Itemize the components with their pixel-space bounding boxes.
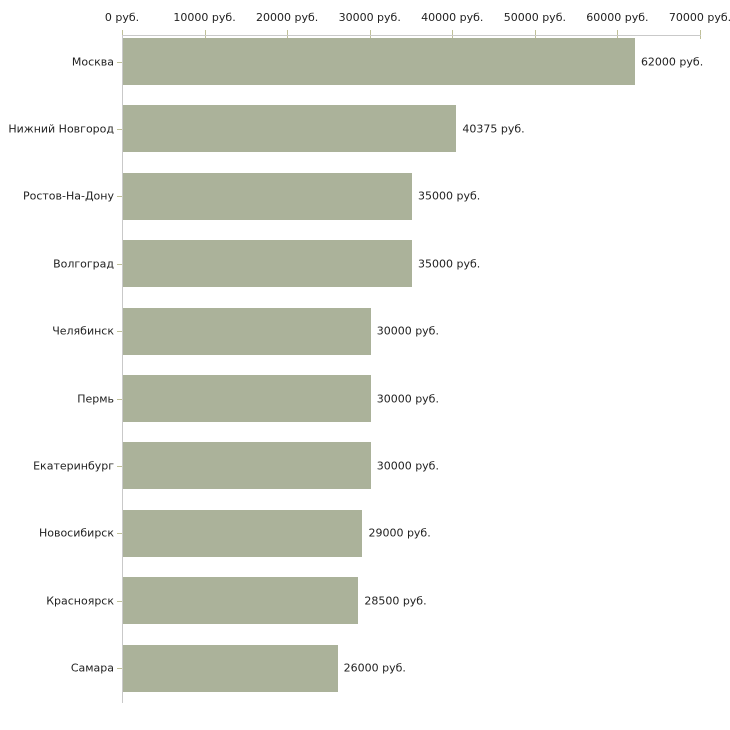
bar-2 — [123, 105, 457, 153]
x-axis-tick-mark — [287, 30, 289, 39]
value-label: 30000 руб. — [376, 324, 439, 338]
category-label: Ростов-На-Дону — [22, 189, 114, 203]
y-axis-tick-mark — [117, 331, 122, 333]
x-axis-tick-label: 0 руб. — [104, 11, 140, 24]
y-axis-tick-mark — [117, 196, 122, 198]
category-label: Пермь — [77, 392, 114, 405]
bar-10 — [123, 644, 338, 692]
x-axis-tick-label: 20000 руб. — [256, 11, 319, 24]
y-axis-tick-mark — [117, 128, 122, 130]
x-axis-line — [122, 35, 701, 36]
x-axis-tick-mark — [617, 30, 619, 39]
x-axis-tick-label: 70000 руб. — [668, 11, 730, 24]
value-label: 62000 руб. — [640, 55, 704, 68]
bar-6 — [123, 375, 371, 422]
x-axis-tick-label: 60000 руб. — [586, 11, 649, 24]
y-axis-tick-mark — [117, 533, 122, 535]
bar-4 — [123, 240, 412, 288]
bar-9 — [123, 577, 359, 625]
x-axis-tick-mark — [204, 30, 206, 39]
y-axis-tick-mark — [117, 61, 122, 63]
bar-3 — [123, 172, 412, 220]
bar-5 — [123, 307, 371, 355]
y-axis-tick-mark — [117, 465, 122, 467]
category-label: Красноярск — [46, 594, 114, 608]
value-label: 30000 руб. — [376, 459, 439, 473]
x-axis-tick-label: 50000 руб. — [503, 11, 566, 24]
x-axis-tick-mark — [700, 30, 701, 39]
bar-7 — [123, 442, 371, 490]
value-label: 26000 руб. — [343, 661, 406, 675]
category-label: Челябинск — [52, 324, 114, 338]
value-label: 35000 руб. — [418, 257, 481, 271]
y-axis-tick-mark — [117, 263, 122, 265]
category-label: Москва — [71, 55, 114, 68]
y-axis-line — [122, 35, 123, 703]
x-axis-tick-label: 10000 руб. — [173, 11, 236, 24]
category-label: Самара — [70, 661, 114, 675]
bar-8 — [123, 509, 363, 557]
category-label: Волгоград — [53, 257, 114, 271]
value-label: 30000 руб. — [376, 392, 439, 405]
x-axis-tick-mark — [369, 30, 371, 39]
category-label: Нижний Новгород — [8, 122, 114, 136]
x-axis-tick-mark — [534, 30, 536, 39]
value-label: 40375 руб. — [462, 122, 525, 136]
x-axis-tick-label: 30000 руб. — [338, 11, 401, 24]
y-axis-tick-mark — [117, 668, 122, 670]
value-label: 35000 руб. — [418, 189, 481, 203]
category-label: Екатеринбург — [33, 459, 114, 473]
value-label: 28500 руб. — [364, 594, 427, 608]
x-axis-tick-mark — [452, 30, 454, 39]
value-label: 29000 руб. — [368, 526, 431, 540]
y-axis-tick-mark — [117, 600, 122, 602]
x-axis-tick-label: 40000 руб. — [421, 11, 484, 24]
y-axis-tick-mark — [117, 398, 122, 400]
x-axis-tick-mark — [122, 30, 123, 39]
category-label: Новосибирск — [38, 526, 114, 540]
bar-1 — [123, 38, 635, 85]
